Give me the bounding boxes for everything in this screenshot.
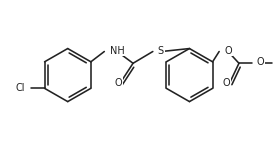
Text: S: S — [158, 46, 164, 55]
Text: NH: NH — [110, 46, 125, 55]
Text: O: O — [257, 57, 264, 67]
Text: Cl: Cl — [15, 83, 25, 93]
Text: O: O — [114, 78, 122, 88]
Text: O: O — [222, 78, 230, 88]
Text: O: O — [224, 46, 232, 55]
